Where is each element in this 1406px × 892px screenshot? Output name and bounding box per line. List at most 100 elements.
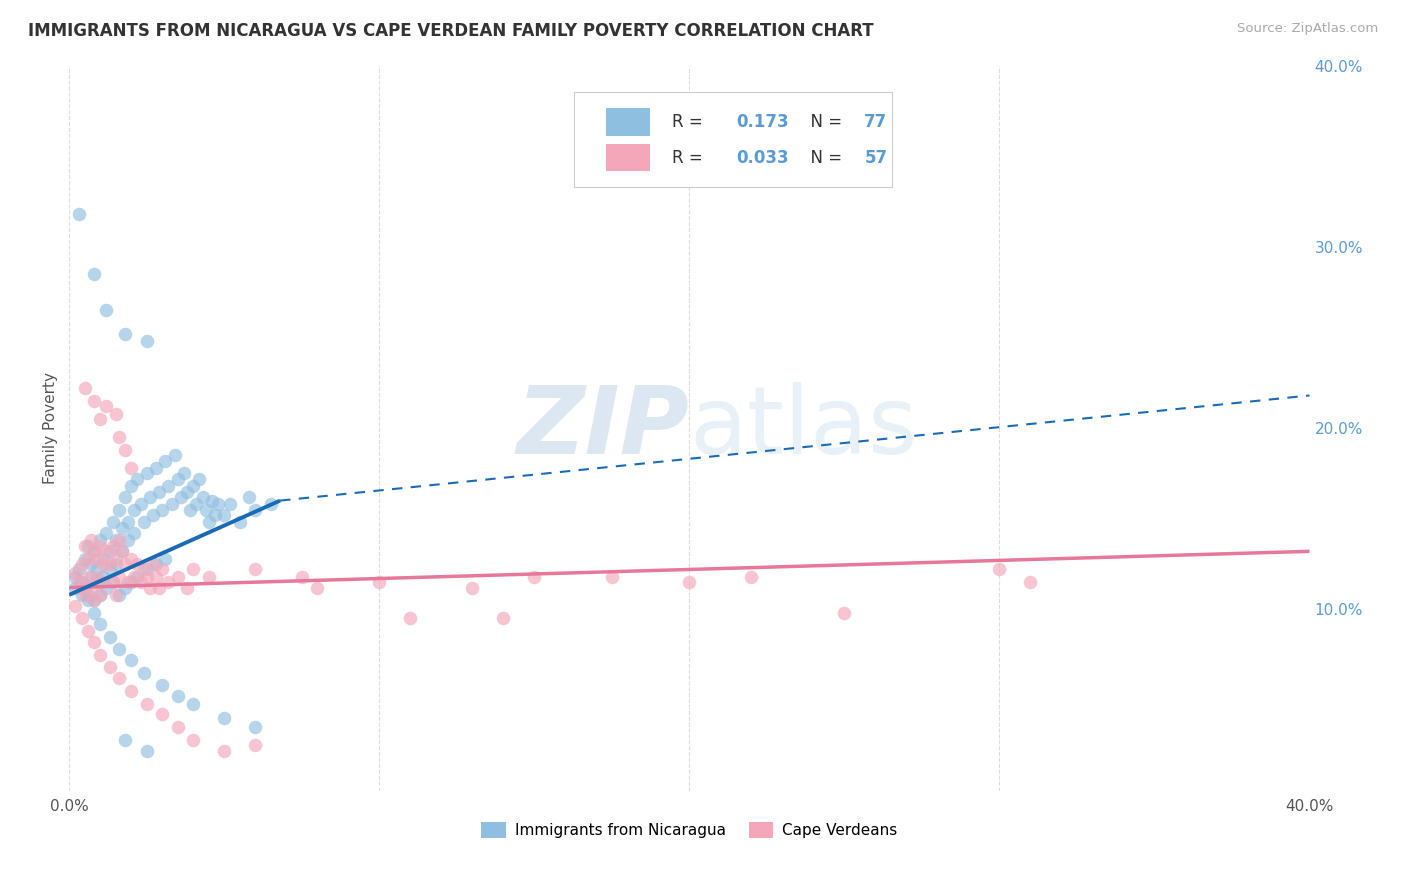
Point bbox=[1019, 575, 1042, 590]
Point bbox=[65, 581, 87, 595]
Point bbox=[166, 720, 188, 734]
Point bbox=[73, 381, 96, 395]
Point bbox=[76, 570, 98, 584]
Point bbox=[120, 575, 142, 590]
Point bbox=[492, 611, 515, 625]
Point bbox=[368, 575, 391, 590]
Point bbox=[245, 502, 267, 516]
Point bbox=[101, 575, 124, 590]
Point bbox=[104, 557, 127, 571]
Point bbox=[186, 497, 208, 511]
Point bbox=[132, 516, 155, 530]
Point bbox=[83, 593, 105, 607]
Text: N =: N = bbox=[800, 113, 848, 131]
Point bbox=[461, 581, 484, 595]
Point bbox=[67, 562, 90, 576]
Point bbox=[80, 581, 103, 595]
Point bbox=[70, 611, 93, 625]
Point bbox=[173, 467, 195, 481]
Point bbox=[214, 508, 236, 522]
Point bbox=[245, 720, 267, 734]
Point bbox=[127, 472, 149, 486]
Point bbox=[114, 442, 136, 457]
Point bbox=[89, 588, 111, 602]
Point bbox=[132, 665, 155, 680]
Point bbox=[135, 697, 157, 711]
Point bbox=[176, 484, 198, 499]
Point bbox=[117, 575, 139, 590]
Point bbox=[73, 551, 96, 566]
Point bbox=[114, 557, 136, 571]
Text: 0.173: 0.173 bbox=[737, 113, 789, 131]
Text: Source: ZipAtlas.com: Source: ZipAtlas.com bbox=[1237, 22, 1378, 36]
Text: ZIP: ZIP bbox=[516, 382, 689, 474]
Point bbox=[145, 557, 167, 571]
Point bbox=[117, 533, 139, 548]
Point bbox=[73, 539, 96, 553]
Point bbox=[120, 461, 142, 475]
Point bbox=[135, 744, 157, 758]
Point bbox=[245, 739, 267, 753]
Point bbox=[181, 732, 204, 747]
Point bbox=[207, 497, 229, 511]
Point bbox=[91, 551, 114, 566]
Point bbox=[291, 570, 314, 584]
Point bbox=[678, 575, 700, 590]
Legend: Immigrants from Nicaragua, Cape Verdeans: Immigrants from Nicaragua, Cape Verdeans bbox=[475, 816, 904, 845]
Point bbox=[988, 562, 1011, 576]
Point bbox=[148, 484, 170, 499]
Point bbox=[70, 575, 93, 590]
Point bbox=[600, 570, 623, 584]
Point bbox=[120, 684, 142, 698]
Point bbox=[89, 648, 111, 662]
Point bbox=[163, 448, 186, 462]
Point bbox=[197, 570, 219, 584]
Point bbox=[70, 557, 93, 571]
Point bbox=[135, 570, 157, 584]
Point bbox=[83, 635, 105, 649]
Point bbox=[83, 393, 105, 408]
Text: 77: 77 bbox=[865, 113, 887, 131]
Point bbox=[65, 599, 87, 613]
Point bbox=[89, 412, 111, 426]
Point bbox=[96, 544, 118, 558]
Point bbox=[89, 616, 111, 631]
Text: atlas: atlas bbox=[689, 382, 918, 474]
Point bbox=[127, 557, 149, 571]
Point bbox=[307, 581, 329, 595]
Point bbox=[117, 516, 139, 530]
Point bbox=[194, 502, 217, 516]
Point bbox=[139, 581, 162, 595]
Point bbox=[124, 502, 146, 516]
Point bbox=[124, 570, 146, 584]
Point bbox=[157, 575, 180, 590]
Point bbox=[76, 588, 98, 602]
FancyBboxPatch shape bbox=[606, 108, 650, 136]
Point bbox=[65, 566, 87, 580]
Point bbox=[166, 690, 188, 704]
Point bbox=[142, 557, 165, 571]
Point bbox=[83, 267, 105, 281]
Point bbox=[104, 551, 127, 566]
Point bbox=[86, 570, 108, 584]
Point bbox=[98, 562, 121, 576]
Point bbox=[89, 533, 111, 548]
Point bbox=[238, 490, 260, 504]
Point bbox=[179, 502, 201, 516]
Point bbox=[76, 551, 98, 566]
Point bbox=[91, 570, 114, 584]
Point bbox=[135, 334, 157, 348]
Point bbox=[150, 678, 173, 692]
Text: 0.033: 0.033 bbox=[737, 149, 789, 167]
Point bbox=[83, 544, 105, 558]
Point bbox=[142, 508, 165, 522]
Point bbox=[150, 707, 173, 722]
Point bbox=[76, 624, 98, 638]
Point bbox=[155, 453, 177, 467]
FancyBboxPatch shape bbox=[574, 93, 891, 187]
Point bbox=[67, 575, 90, 590]
Point bbox=[80, 533, 103, 548]
Point bbox=[740, 570, 762, 584]
Point bbox=[104, 588, 127, 602]
Point bbox=[73, 588, 96, 602]
